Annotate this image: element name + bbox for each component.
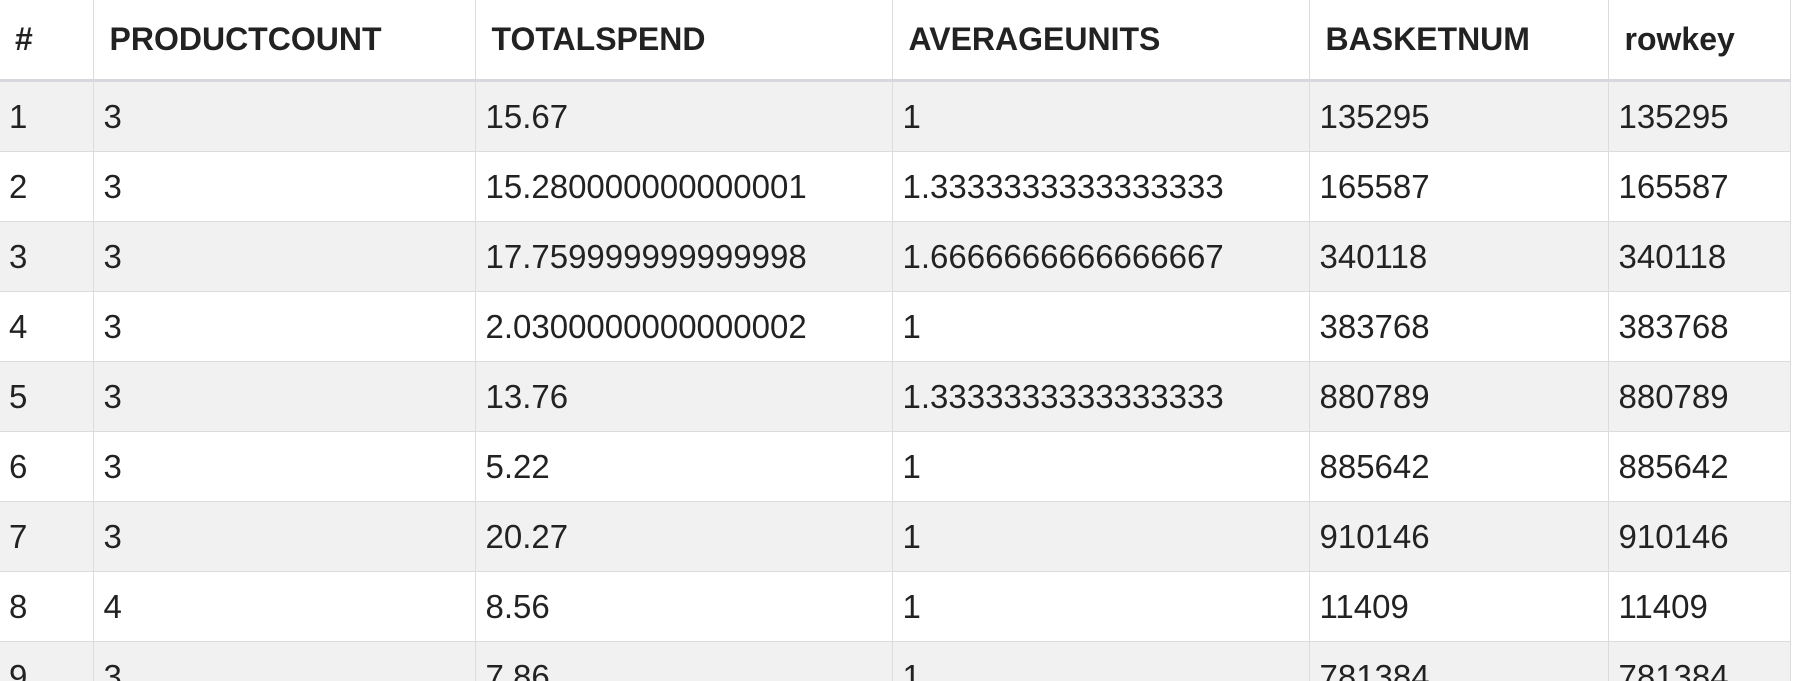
- averageunits-cell: 1: [892, 291, 1310, 362]
- table-row[interactable]: 6 3 5.22 1 885642 885642: [0, 431, 1791, 502]
- averageunits-cell: 1: [892, 501, 1310, 572]
- rowkey-cell: 340118: [1608, 221, 1791, 292]
- column-header-basketnum[interactable]: BASKETNUM: [1309, 0, 1609, 82]
- basketnum-cell: 135295: [1309, 80, 1609, 152]
- row-index-cell: 3: [0, 221, 94, 292]
- averageunits-cell: 1.3333333333333333: [892, 151, 1310, 222]
- basketnum-cell: 781384: [1309, 641, 1609, 681]
- totalspend-cell: 17.759999999999998: [475, 221, 893, 292]
- row-index-cell: 8: [0, 571, 94, 642]
- productcount-cell: 3: [93, 291, 476, 362]
- row-index-cell: 2: [0, 151, 94, 222]
- basketnum-cell: 383768: [1309, 291, 1609, 362]
- totalspend-cell: 2.0300000000000002: [475, 291, 893, 362]
- row-index-cell: 1: [0, 80, 94, 152]
- basketnum-cell: 880789: [1309, 361, 1609, 432]
- rowkey-cell: 885642: [1608, 431, 1791, 502]
- rowkey-cell: 781384: [1608, 641, 1791, 681]
- rowkey-cell: 135295: [1608, 80, 1791, 152]
- table-row[interactable]: 9 3 7.86 1 781384 781384: [0, 641, 1791, 681]
- row-index-cell: 4: [0, 291, 94, 362]
- column-header-totalspend[interactable]: TOTALSPEND: [475, 0, 893, 82]
- row-index-cell: 9: [0, 641, 94, 681]
- row-index-cell: 6: [0, 431, 94, 502]
- column-header-productcount[interactable]: PRODUCTCOUNT: [93, 0, 476, 82]
- table-row[interactable]: 1 3 15.67 1 135295 135295: [0, 80, 1791, 152]
- rowkey-cell: 11409: [1608, 571, 1791, 642]
- productcount-cell: 3: [93, 431, 476, 502]
- totalspend-cell: 5.22: [475, 431, 893, 502]
- rowkey-cell: 910146: [1608, 501, 1791, 572]
- basketnum-cell: 165587: [1309, 151, 1609, 222]
- totalspend-cell: 15.67: [475, 80, 893, 152]
- rowkey-cell: 880789: [1608, 361, 1791, 432]
- basketnum-cell: 910146: [1309, 501, 1609, 572]
- table-row[interactable]: 8 4 8.56 1 11409 11409: [0, 571, 1791, 642]
- column-header-averageunits[interactable]: AVERAGEUNITS: [892, 0, 1310, 82]
- averageunits-cell: 1: [892, 80, 1310, 152]
- basketnum-cell: 885642: [1309, 431, 1609, 502]
- productcount-cell: 3: [93, 80, 476, 152]
- totalspend-cell: 15.280000000000001: [475, 151, 893, 222]
- column-header-index[interactable]: #: [0, 0, 94, 82]
- productcount-cell: 3: [93, 361, 476, 432]
- basketnum-cell: 340118: [1309, 221, 1609, 292]
- table-row[interactable]: 5 3 13.76 1.3333333333333333 880789 8807…: [0, 361, 1791, 432]
- averageunits-cell: 1.6666666666666667: [892, 221, 1310, 292]
- productcount-cell: 3: [93, 501, 476, 572]
- table-row[interactable]: 2 3 15.280000000000001 1.333333333333333…: [0, 151, 1791, 222]
- productcount-cell: 3: [93, 641, 476, 681]
- rowkey-cell: 165587: [1608, 151, 1791, 222]
- averageunits-cell: 1: [892, 571, 1310, 642]
- productcount-cell: 4: [93, 571, 476, 642]
- averageunits-cell: 1.3333333333333333: [892, 361, 1310, 432]
- totalspend-cell: 13.76: [475, 361, 893, 432]
- averageunits-cell: 1: [892, 431, 1310, 502]
- averageunits-cell: 1: [892, 641, 1310, 681]
- column-header-rowkey[interactable]: rowkey: [1608, 0, 1791, 82]
- row-index-cell: 7: [0, 501, 94, 572]
- rowkey-cell: 383768: [1608, 291, 1791, 362]
- table-row[interactable]: 7 3 20.27 1 910146 910146: [0, 501, 1791, 572]
- row-index-cell: 5: [0, 361, 94, 432]
- productcount-cell: 3: [93, 221, 476, 292]
- table-row[interactable]: 3 3 17.759999999999998 1.666666666666666…: [0, 221, 1791, 292]
- productcount-cell: 3: [93, 151, 476, 222]
- table-row[interactable]: 4 3 2.0300000000000002 1 383768 383768: [0, 291, 1791, 362]
- totalspend-cell: 7.86: [475, 641, 893, 681]
- basketnum-cell: 11409: [1309, 571, 1609, 642]
- totalspend-cell: 8.56: [475, 571, 893, 642]
- totalspend-cell: 20.27: [475, 501, 893, 572]
- header-row: # PRODUCTCOUNT TOTALSPEND AVERAGEUNITS B…: [0, 0, 1791, 82]
